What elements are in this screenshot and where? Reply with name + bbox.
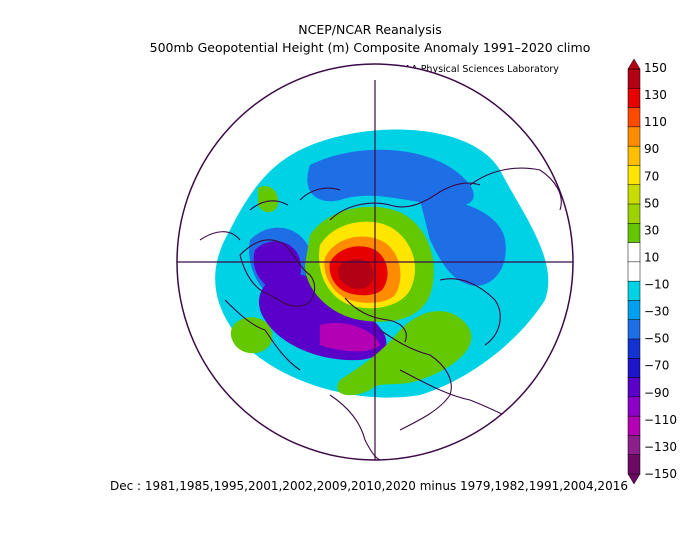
colorbar-tick-label: −130 <box>644 440 677 454</box>
anomaly-patch-europe-positive <box>337 311 472 396</box>
colorbar-tick-label: 70 <box>644 169 659 183</box>
colorbar-box <box>627 88 641 109</box>
colorbar-box <box>627 242 641 263</box>
colorbar-box <box>627 358 641 379</box>
anomaly-band-eurasia-negative <box>420 199 506 286</box>
colorbar-tick-label: 150 <box>644 61 667 75</box>
colorbar-tick-label: 130 <box>644 88 667 102</box>
colorbar-bottom-arrow <box>627 473 641 485</box>
anomaly-band-west-negative <box>253 241 301 291</box>
colorbar-tick-label: 10 <box>644 250 659 264</box>
coastlines <box>199 167 562 460</box>
colorbar-box <box>627 145 641 166</box>
colorbar-tick-label: −70 <box>644 359 669 373</box>
colorbar-box <box>627 223 641 244</box>
colorbar-box <box>627 338 641 359</box>
credit-label: NOAA Physical Sciences Laboratory <box>390 64 559 75</box>
colorbar-box <box>627 435 641 456</box>
colorbar-ticks: 150 130 110 90 70 50 30 10 −10 −30 −50 −70 −90 −110 −1… <box>644 61 677 481</box>
anomaly-patch-alaska-positive <box>258 185 279 213</box>
anomaly-band-north-negative <box>307 149 474 207</box>
colorbar-box <box>627 126 641 147</box>
chart-subtitle: 500mb Geopotential Height (m) Composite … <box>149 40 591 55</box>
colorbar-tick-label: −110 <box>644 413 677 427</box>
colorbar-box <box>627 280 641 301</box>
anomaly-band-atlantic-core <box>320 322 380 352</box>
colorbar-box <box>627 454 641 475</box>
colorbar-box <box>627 300 641 321</box>
colorbar-box <box>627 203 641 224</box>
anomaly-patch-southwest-positive <box>230 317 273 354</box>
colorbar-box <box>627 261 641 282</box>
colorbar-box <box>627 319 641 340</box>
colorbar-tick-label: −30 <box>644 305 669 319</box>
colorbar-tick-label: −10 <box>644 278 669 292</box>
colorbar-tick-label: 90 <box>644 142 659 156</box>
composite-caption: Dec : 1981,1985,1995,2001,2002,2009,2010… <box>110 479 628 493</box>
colorbar-box <box>627 184 641 205</box>
colorbar-tick-label: −150 <box>644 467 677 481</box>
colorbar-box <box>627 415 641 436</box>
colorbar-tick-label: 30 <box>644 223 659 237</box>
globe-boundary <box>176 63 574 461</box>
chart-title: NCEP/NCAR Reanalysis <box>298 22 442 37</box>
colorbar-box <box>627 68 641 89</box>
colorbar-box <box>627 165 641 186</box>
anomaly-patch-arctic-core <box>338 259 374 289</box>
colorbar-box <box>627 107 641 128</box>
colorbar-tick-label: 110 <box>644 115 667 129</box>
colorbar-tick-label: 50 <box>644 196 659 210</box>
colorbar-top-arrow <box>627 58 641 70</box>
colorbar-tick-label: −50 <box>644 332 669 346</box>
anomaly-field <box>215 129 549 398</box>
colorbar-box <box>627 377 641 398</box>
colorbar-boxes <box>627 58 641 485</box>
colorbar-box <box>627 396 641 417</box>
colorbar-tick-label: −90 <box>644 386 669 400</box>
